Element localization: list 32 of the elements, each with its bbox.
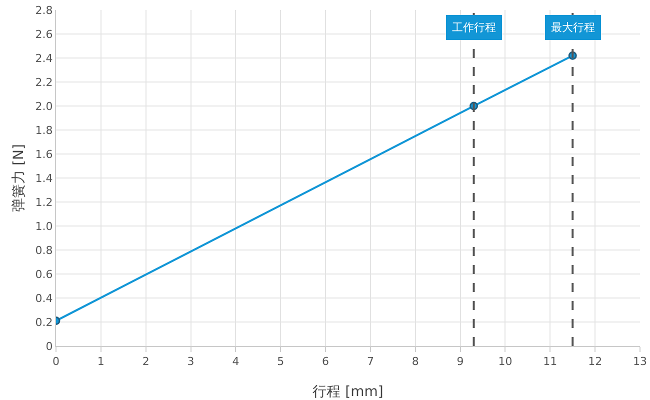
y-tick-label: 0.4 bbox=[35, 292, 53, 305]
x-tick-label: 9 bbox=[456, 355, 464, 368]
y-tick-label: 1.4 bbox=[35, 172, 53, 185]
y-tick-label: 0.6 bbox=[35, 268, 53, 281]
y-tick-label: 1.8 bbox=[35, 124, 53, 137]
y-tick-label: 2.4 bbox=[35, 52, 53, 65]
y-tick-label: 0.8 bbox=[35, 244, 53, 257]
y-tick-label: 1.0 bbox=[35, 220, 53, 233]
y-axis-title: 弹簧力 [N] bbox=[10, 144, 27, 212]
x-tick-label: 1 bbox=[97, 355, 104, 368]
y-tick-label: 2.6 bbox=[35, 28, 53, 41]
y-tick-label: 0 bbox=[46, 340, 53, 353]
ref-line-label: 最大行程 bbox=[551, 21, 595, 34]
y-tick-label: 1.2 bbox=[35, 196, 53, 209]
x-axis-title: 行程 [mm] bbox=[312, 384, 384, 400]
x-tick-label: 10 bbox=[498, 355, 512, 368]
y-tick-label: 2.8 bbox=[35, 4, 53, 17]
x-tick-label: 8 bbox=[412, 355, 419, 368]
y-tick-label: 0.2 bbox=[35, 316, 53, 329]
x-tick-label: 6 bbox=[322, 355, 330, 368]
y-tick-label: 2.0 bbox=[35, 100, 53, 113]
x-tick-label: 4 bbox=[232, 355, 240, 368]
y-tick-label: 1.6 bbox=[35, 148, 53, 161]
x-tick-label: 3 bbox=[187, 355, 194, 368]
x-tick-label: 11 bbox=[543, 355, 558, 368]
y-tick-label: 2.2 bbox=[35, 76, 53, 89]
x-tick-label: 2 bbox=[142, 355, 150, 368]
x-tick-label: 5 bbox=[277, 355, 284, 368]
x-tick-label: 13 bbox=[633, 355, 647, 368]
x-tick-label: 7 bbox=[366, 355, 374, 368]
x-tick-label: 12 bbox=[588, 355, 602, 368]
ref-line-label: 工作行程 bbox=[452, 21, 496, 34]
